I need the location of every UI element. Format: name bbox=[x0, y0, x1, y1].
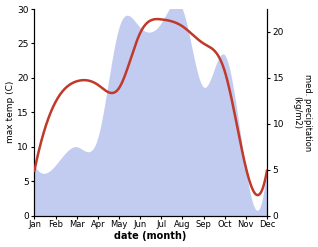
Y-axis label: med. precipitation
(kg/m2): med. precipitation (kg/m2) bbox=[292, 74, 313, 151]
Y-axis label: max temp (C): max temp (C) bbox=[5, 81, 15, 144]
X-axis label: date (month): date (month) bbox=[114, 231, 187, 242]
